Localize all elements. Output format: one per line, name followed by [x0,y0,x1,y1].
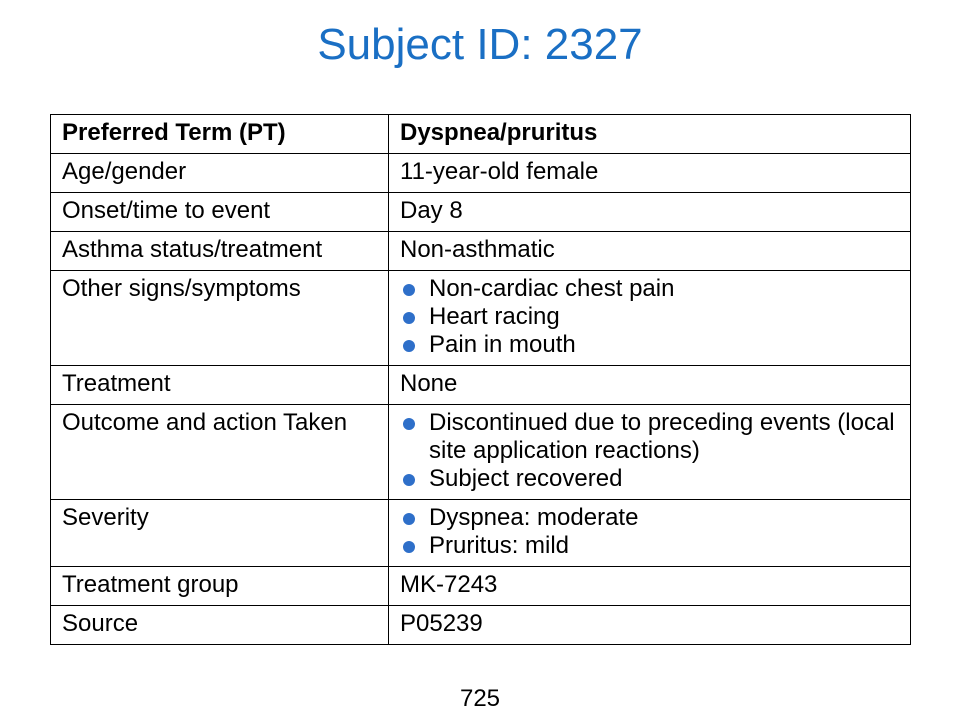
adverse-event-table: Preferred Term (PT) Dyspnea/pruritus Age… [50,114,911,645]
row-label: Outcome and action Taken [50,404,389,500]
slide-title: Subject ID: 2327 [317,20,643,69]
table-row-severity: Severity Dyspnea: moderate Pruritus: mil… [50,499,911,567]
table-row-onset: Onset/time to event Day 8 [50,192,911,232]
row-label: Severity [50,499,389,567]
bullet-item: Non-cardiac chest pain [400,275,900,303]
table-row-source: Source P05239 [50,605,911,645]
bullet-list: Dyspnea: moderate Pruritus: mild [400,504,900,560]
row-label: Treatment group [50,566,389,606]
row-value: Dyspnea: moderate Pruritus: mild [388,499,911,567]
bullet-text: Dyspnea: moderate [429,504,639,531]
table-row-asthma-status: Asthma status/treatment Non-asthmatic [50,231,911,271]
row-value: None [388,365,911,405]
header-label-cell: Preferred Term (PT) [50,114,389,154]
bullet-dot-icon [403,513,415,525]
row-value: P05239 [388,605,911,645]
bullet-list: Non-cardiac chest pain Heart racing Pain… [400,275,900,359]
row-value: Discontinued due to preceding events (lo… [388,404,911,500]
bullet-dot-icon [403,474,415,486]
bullet-dot-icon [403,541,415,553]
bullet-item: Discontinued due to preceding events (lo… [400,409,900,465]
row-value: MK-7243 [388,566,911,606]
row-value: Non-asthmatic [388,231,911,271]
row-value: Non-cardiac chest pain Heart racing Pain… [388,270,911,366]
bullet-text: Pain in mouth [429,331,576,358]
row-label: Age/gender [50,153,389,193]
bullet-item: Subject recovered [400,465,900,493]
bullet-text: Subject recovered [429,465,623,492]
table-header-row: Preferred Term (PT) Dyspnea/pruritus [50,114,911,154]
bullet-dot-icon [403,312,415,324]
table-row-treatment-group: Treatment group MK-7243 [50,566,911,606]
row-label: Source [50,605,389,645]
page-number: 725 [459,685,501,712]
bullet-item: Dyspnea: moderate [400,504,900,532]
row-value: 11-year-old female [388,153,911,193]
bullet-list: Discontinued due to preceding events (lo… [400,409,900,493]
header-value-cell: Dyspnea/pruritus [388,114,911,154]
row-label: Other signs/symptoms [50,270,389,366]
bullet-dot-icon [403,284,415,296]
table-row-outcome: Outcome and action Taken Discontinued du… [50,404,911,500]
row-label: Treatment [50,365,389,405]
bullet-item: Pain in mouth [400,331,900,359]
bullet-text: Pruritus: mild [429,532,570,559]
bullet-dot-icon [403,418,415,430]
row-value: Day 8 [388,192,911,232]
bullet-text: Discontinued due to preceding events (lo… [429,409,895,464]
bullet-item: Heart racing [400,303,900,331]
row-label: Asthma status/treatment [50,231,389,271]
row-label: Onset/time to event [50,192,389,232]
table-row-age-gender: Age/gender 11-year-old female [50,153,911,193]
bullet-dot-icon [403,340,415,352]
bullet-text: Non-cardiac chest pain [429,275,675,302]
table-row-treatment: Treatment None [50,365,911,405]
bullet-text: Heart racing [429,303,560,330]
table-row-other-signs: Other signs/symptoms Non-cardiac chest p… [50,270,911,366]
bullet-item: Pruritus: mild [400,532,900,560]
